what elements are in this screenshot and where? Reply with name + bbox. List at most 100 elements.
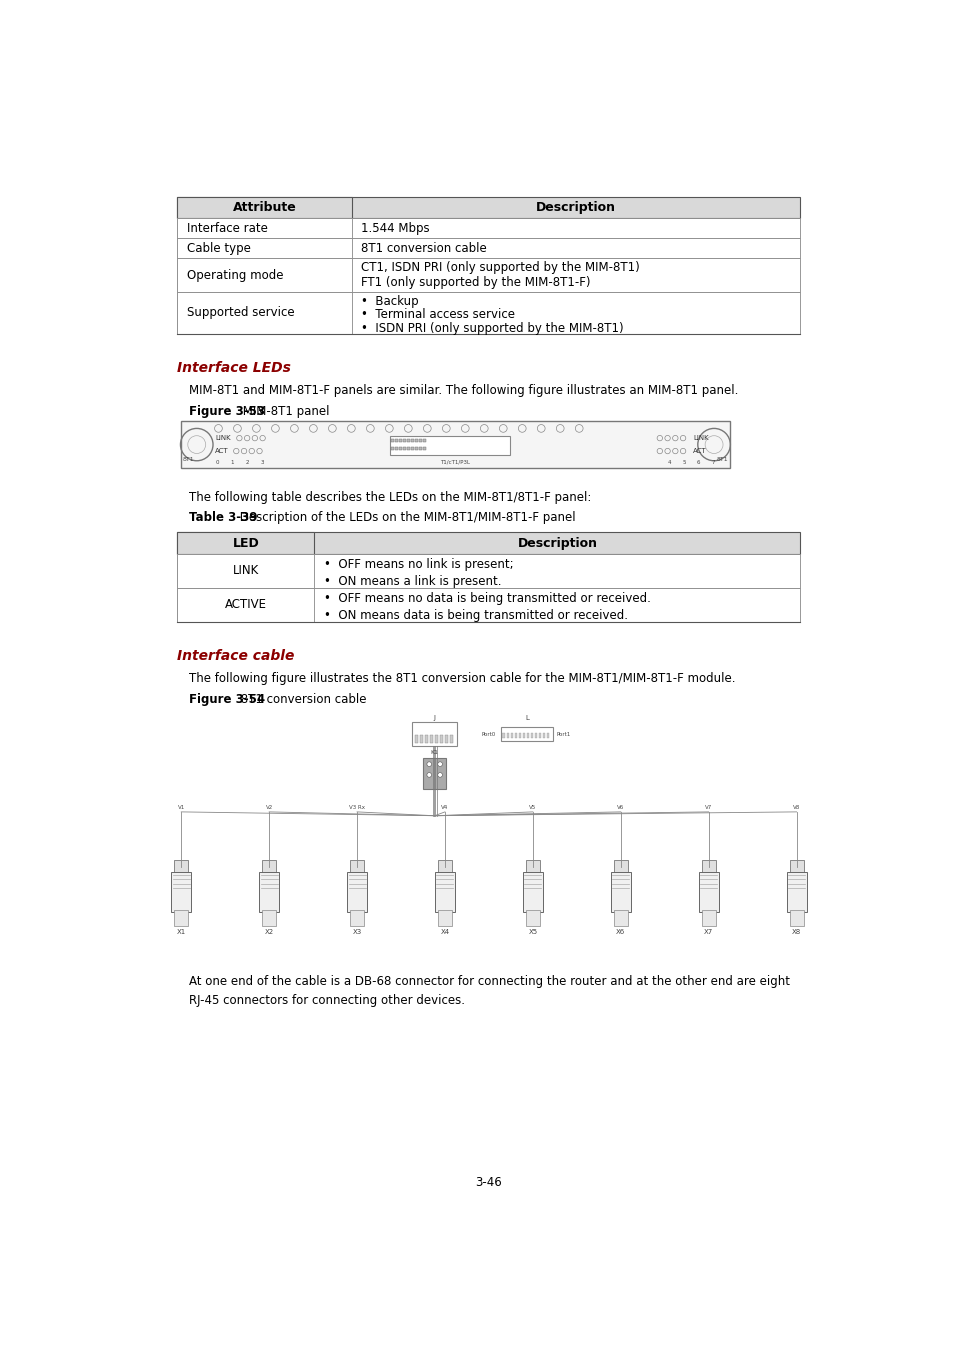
Text: L: L [524, 716, 528, 721]
Bar [398, 440, 401, 443]
Bar [177, 219, 800, 238]
Text: X3: X3 [352, 929, 361, 936]
Text: 8T1 conversion cable: 8T1 conversion cable [236, 693, 366, 706]
Bar [444, 734, 447, 743]
Bar [177, 554, 314, 587]
Bar [177, 554, 800, 587]
Text: At one end of the cable is a DB-68 connector for connecting the router and at th: At one end of the cable is a DB-68 conne… [189, 975, 789, 988]
Bar [411, 447, 414, 450]
Text: Cable type: Cable type [187, 242, 251, 255]
Bar [398, 447, 401, 450]
Bar [177, 238, 352, 258]
Text: •  Terminal access service: • Terminal access service [361, 309, 515, 321]
Bar [391, 447, 394, 450]
Bar [177, 532, 800, 553]
Bar [789, 860, 802, 872]
Text: Attribute: Attribute [233, 201, 296, 213]
Circle shape [427, 772, 431, 778]
Text: T1/cT1/P3L: T1/cT1/P3L [440, 459, 470, 464]
Bar [174, 860, 188, 872]
Text: V5: V5 [529, 805, 536, 810]
Bar [407, 440, 410, 443]
Text: ACT: ACT [693, 448, 706, 454]
Text: Supported service: Supported service [187, 306, 294, 320]
Text: V7: V7 [704, 805, 712, 810]
Bar [530, 733, 533, 738]
Bar [395, 440, 397, 443]
Bar [449, 734, 453, 743]
Bar [415, 440, 417, 443]
Bar [518, 733, 520, 738]
Bar [407, 447, 410, 450]
Text: Interface LEDs: Interface LEDs [177, 360, 291, 375]
Text: X5: X5 [528, 929, 537, 936]
Circle shape [437, 761, 442, 767]
Bar [177, 197, 352, 219]
Bar [177, 532, 314, 553]
Text: •  Backup: • Backup [361, 294, 418, 308]
Bar [395, 447, 397, 450]
Text: The following figure illustrates the 8T1 conversion cable for the MIM-8T1/MIM-8T: The following figure illustrates the 8T1… [189, 672, 735, 684]
Bar [389, 436, 510, 455]
Bar [171, 872, 192, 913]
Text: 1.544 Mbps: 1.544 Mbps [361, 221, 429, 235]
Bar [522, 872, 542, 913]
Text: 4: 4 [667, 459, 670, 464]
Text: K1: K1 [430, 751, 438, 755]
Bar [177, 219, 352, 238]
Bar [698, 872, 718, 913]
Text: Operating mode: Operating mode [187, 269, 283, 282]
Bar [259, 872, 279, 913]
Bar [610, 872, 630, 913]
Bar [435, 872, 455, 913]
Text: LINK: LINK [215, 435, 231, 441]
Text: Table 3-39: Table 3-39 [189, 510, 257, 524]
Bar [419, 440, 421, 443]
Text: 8T1 conversion cable: 8T1 conversion cable [361, 242, 486, 255]
Text: •  ON means data is being transmitted or received.: • ON means data is being transmitted or … [323, 609, 627, 622]
Text: V2: V2 [265, 805, 273, 810]
Text: Interface rate: Interface rate [187, 221, 267, 235]
Text: 8T1: 8T1 [716, 458, 727, 462]
Text: •  ISDN PRI (only supported by the MIM-8T1): • ISDN PRI (only supported by the MIM-8T… [361, 323, 623, 335]
Text: 2: 2 [245, 459, 249, 464]
Bar [613, 860, 627, 872]
Bar [546, 733, 549, 738]
Bar [419, 447, 421, 450]
Bar [391, 440, 394, 443]
Bar [350, 860, 364, 872]
Bar [789, 910, 802, 926]
Bar [514, 733, 517, 738]
Bar [262, 860, 275, 872]
Bar [525, 860, 539, 872]
Bar [437, 910, 452, 926]
Bar [435, 734, 437, 743]
Bar [542, 733, 544, 738]
Text: V8: V8 [792, 805, 800, 810]
Bar [177, 258, 800, 292]
Bar [350, 910, 364, 926]
Bar [177, 238, 800, 258]
Text: X2: X2 [264, 929, 274, 936]
Text: V3 Rx: V3 Rx [349, 805, 365, 810]
Bar [411, 440, 414, 443]
Text: 3: 3 [260, 459, 263, 464]
Bar [177, 587, 800, 622]
Bar [415, 447, 417, 450]
Bar [701, 910, 715, 926]
Text: Description: Description [536, 201, 616, 213]
Text: The following table describes the LEDs on the MIM-8T1/8T1-F panel:: The following table describes the LEDs o… [189, 491, 591, 504]
Bar [422, 757, 446, 788]
Bar [510, 733, 513, 738]
Text: 7: 7 [711, 459, 715, 464]
Text: 8T1: 8T1 [183, 458, 194, 462]
Text: X6: X6 [616, 929, 625, 936]
Bar [701, 860, 715, 872]
Text: 6: 6 [696, 459, 700, 464]
Text: X8: X8 [791, 929, 801, 936]
Text: CT1, ISDN PRI (only supported by the MIM-8T1): CT1, ISDN PRI (only supported by the MIM… [361, 262, 639, 274]
Text: RJ-45 connectors for connecting other devices.: RJ-45 connectors for connecting other de… [189, 994, 464, 1007]
Text: 0: 0 [215, 459, 219, 464]
Text: LINK: LINK [233, 564, 259, 578]
Text: MIM-8T1 panel: MIM-8T1 panel [239, 405, 330, 417]
